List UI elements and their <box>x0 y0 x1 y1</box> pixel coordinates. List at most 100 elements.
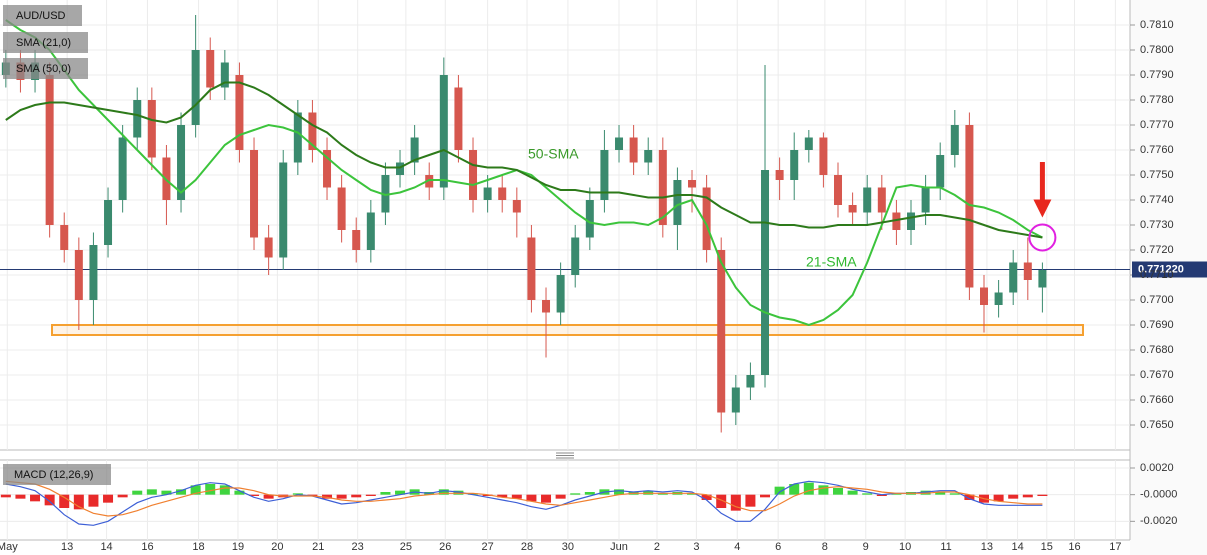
arrow-head <box>1033 199 1052 218</box>
candle-body <box>542 300 551 313</box>
candle-body <box>264 237 273 258</box>
histogram-bar <box>365 494 376 496</box>
histogram-bar <box>15 494 26 499</box>
x-tick-label: 14 <box>100 541 112 553</box>
x-tick-label: 21 <box>312 541 324 553</box>
candle-body <box>600 150 609 200</box>
annotation: 50-SMA <box>528 146 579 162</box>
histogram-bar <box>584 492 595 495</box>
candle-body <box>585 200 594 238</box>
histogram-bar <box>555 494 566 499</box>
histogram-bar <box>570 493 581 495</box>
over-layer: 0.771220 SMA (21,0) SMA (50,0) AUD/USD 50-SM… <box>3 5 1207 485</box>
x-tick-label: 17 <box>1109 541 1121 553</box>
candle-body <box>965 125 974 288</box>
x-tick-label: 16 <box>1068 541 1080 553</box>
legend-label: MACD (12,26,9) <box>14 469 93 481</box>
candle-body <box>644 150 653 163</box>
candle-body <box>337 187 346 230</box>
candle-body <box>133 100 142 138</box>
y-tick-label: 0.7720 <box>1140 244 1174 256</box>
pane-grip <box>556 452 574 459</box>
candle-body <box>191 50 200 125</box>
candle-body <box>396 162 405 175</box>
candle-body <box>279 162 288 258</box>
x-tick-label: Jun <box>610 541 628 553</box>
y-tick-label: 0.7730 <box>1140 219 1174 231</box>
histogram-bar <box>249 494 260 496</box>
histogram-bar <box>862 493 873 495</box>
x-tick-label: 28 <box>521 541 533 553</box>
candle-body <box>819 137 828 175</box>
histogram-bar <box>234 490 245 495</box>
histogram-bar <box>117 494 128 498</box>
histogram-bar <box>833 488 844 495</box>
y-tick-label: 0.7700 <box>1140 294 1174 306</box>
histogram-bar <box>1037 494 1048 496</box>
histogram-bar <box>263 494 274 499</box>
histogram-bar <box>380 492 391 495</box>
histogram-bar <box>453 490 464 495</box>
candle-body <box>980 287 989 305</box>
y-tick-label: 0.7770 <box>1140 119 1174 131</box>
x-tick-label: 11 <box>940 541 951 553</box>
candle-body <box>60 225 69 250</box>
x-tick-label: 25 <box>400 541 412 553</box>
y-tick-label: 0.7790 <box>1140 69 1174 81</box>
histogram-bar <box>88 494 99 507</box>
histogram-bar <box>30 494 41 502</box>
candle-body <box>717 250 726 413</box>
histogram-bar <box>0 494 11 498</box>
sma-line <box>5 81 1043 239</box>
candle-body <box>308 112 317 150</box>
last-price-tag <box>1132 261 1207 278</box>
legend-label: AUD/USD <box>16 10 66 22</box>
candle-body <box>425 175 434 188</box>
histogram-bar <box>745 494 756 507</box>
candle-body <box>45 75 54 225</box>
x-tick-label: 3 <box>693 541 699 553</box>
candle-body <box>761 170 770 375</box>
histogram-bar <box>935 492 946 495</box>
candle-body <box>950 125 959 155</box>
candle-body <box>556 275 565 313</box>
macd-line <box>5 480 1043 517</box>
sma-line <box>5 19 1043 327</box>
candle-body <box>615 137 624 150</box>
histogram-bar <box>482 494 493 496</box>
y-tick-label: 0.0020 <box>1140 462 1174 474</box>
candle-body <box>74 250 83 300</box>
histogram-bar <box>219 485 230 495</box>
x-tick-label: 23 <box>352 541 364 553</box>
x-tick-label: 13 <box>61 541 73 553</box>
histogram-bar <box>1022 494 1033 498</box>
candle-body <box>658 150 667 225</box>
candle-body <box>834 175 843 205</box>
candle-body <box>527 237 536 300</box>
histogram-bar <box>336 494 347 499</box>
annotation: 21-SMA <box>806 254 857 270</box>
candle-body <box>498 187 507 200</box>
candle-body <box>104 200 113 245</box>
histogram-bar <box>307 494 318 496</box>
candle-body <box>366 212 375 250</box>
histogram-bar <box>161 490 172 495</box>
y-tick-label: -0.0020 <box>1140 515 1177 527</box>
candle-body <box>177 125 186 200</box>
candle-body <box>293 112 302 163</box>
legend-box <box>3 5 82 26</box>
y-tick-label: 0.7800 <box>1140 44 1174 56</box>
support-zone <box>51 324 1084 336</box>
legend-box <box>3 32 88 53</box>
histogram-bar <box>891 493 902 495</box>
candle-body <box>89 245 98 300</box>
candle-body <box>1009 262 1018 293</box>
histogram-bar <box>190 485 201 495</box>
histogram-bar <box>760 494 771 498</box>
grid-layer <box>0 0 1135 540</box>
x-tick-label: May <box>0 541 18 553</box>
x-tick-label: 16 <box>141 541 153 553</box>
candle-body <box>1038 270 1047 288</box>
x-tick-label: 6 <box>775 541 781 553</box>
